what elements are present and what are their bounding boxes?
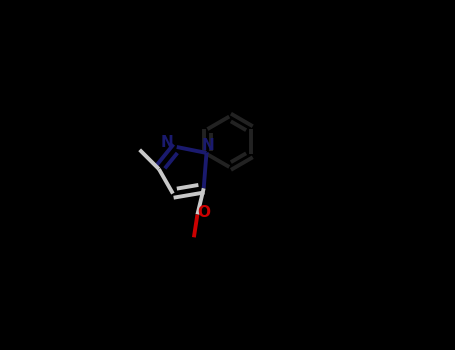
Text: N: N [202,138,215,153]
Text: N: N [161,135,173,150]
Text: O: O [197,205,210,220]
